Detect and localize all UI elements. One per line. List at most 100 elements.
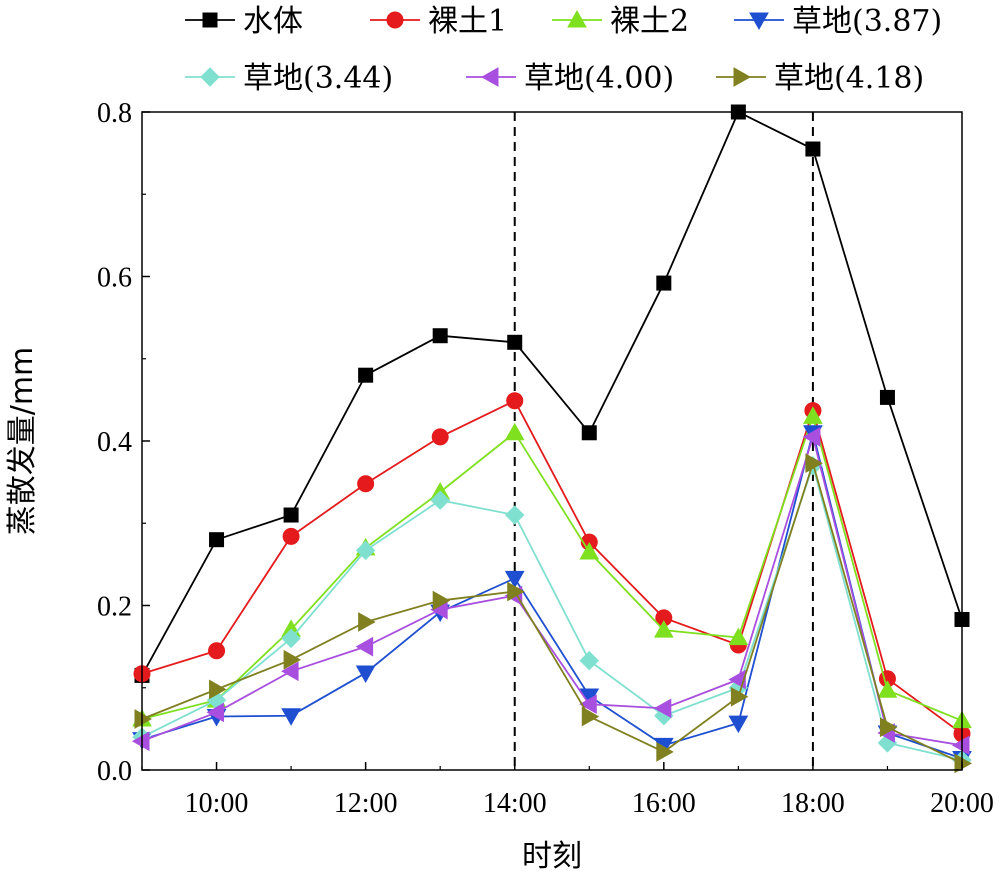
series-line xyxy=(141,110,963,676)
data-point xyxy=(431,428,449,446)
legend-item: 草地(4.00) xyxy=(466,61,674,96)
data-point xyxy=(206,702,225,723)
data-point xyxy=(208,642,226,660)
data-point xyxy=(656,742,674,762)
data-point xyxy=(653,620,674,638)
data-point xyxy=(209,532,225,548)
data-point xyxy=(507,581,525,602)
data-point xyxy=(579,694,597,715)
x-tick-label: 10:00 xyxy=(185,788,249,819)
legend-label: 草地(3.87) xyxy=(792,4,942,39)
data-point xyxy=(507,334,523,350)
data-point xyxy=(134,709,153,729)
data-point xyxy=(653,698,672,719)
series-4 xyxy=(132,455,972,770)
data-point xyxy=(131,731,150,752)
legend-label: 水体 xyxy=(243,4,303,39)
legend-item: 裸土2 xyxy=(552,4,689,39)
series-0 xyxy=(134,104,970,683)
data-point xyxy=(954,753,973,774)
data-point xyxy=(656,275,672,291)
y-axis: 0.0 0.2 0.4 0.6 0.8 xyxy=(97,98,150,787)
legend-label: 裸土1 xyxy=(428,4,507,39)
legend-label: 草地(3.44) xyxy=(243,61,393,96)
plot-frame xyxy=(141,111,963,771)
data-point xyxy=(728,627,749,646)
y-axis-title: 蒸散发量/mm xyxy=(5,347,40,536)
data-point xyxy=(877,680,898,698)
legend: 水体 裸土1 裸土2 草地(3.87) 草地(3.44) 草地(4.00) 草地(4.18) xyxy=(185,4,942,96)
data-point xyxy=(430,490,450,510)
data-point xyxy=(803,406,823,424)
series-6 xyxy=(134,453,973,774)
legend-item: 草地(4.18) xyxy=(716,61,924,96)
y-tick-label: 0.8 xyxy=(97,98,132,129)
legend-label: 裸土2 xyxy=(610,4,689,39)
data-point xyxy=(805,453,823,474)
data-point xyxy=(281,628,301,649)
data-point xyxy=(802,427,821,447)
data-point xyxy=(505,505,525,525)
x-tick-label: 16:00 xyxy=(632,788,696,819)
series-3 xyxy=(132,425,972,769)
data-point xyxy=(355,636,374,657)
data-point xyxy=(281,661,299,682)
legend-marker xyxy=(386,11,404,29)
data-point xyxy=(432,590,451,611)
x-tick-label: 20:00 xyxy=(930,788,994,819)
series-line xyxy=(141,433,963,747)
legend-marker xyxy=(202,12,218,28)
data-point xyxy=(879,717,898,738)
data-point xyxy=(506,392,524,410)
data-point xyxy=(728,669,746,690)
data-point xyxy=(358,367,374,383)
data-point xyxy=(355,540,376,561)
legend-label: 草地(4.00) xyxy=(524,61,674,96)
series-line xyxy=(141,460,963,765)
legend-marker xyxy=(567,9,587,28)
legend-item: 草地(3.44) xyxy=(185,61,393,96)
x-axis: 10:00 12:00 14:00 16:00 18:00 20:00 xyxy=(141,762,994,819)
data-point xyxy=(581,425,597,441)
data-point xyxy=(504,422,525,441)
data-point xyxy=(728,715,749,734)
legend-marker xyxy=(200,67,220,87)
data-point xyxy=(358,612,376,632)
data-point xyxy=(282,527,300,545)
data-point xyxy=(951,735,970,756)
data-point xyxy=(730,686,749,707)
data-point xyxy=(281,708,301,726)
y-tick-label: 0.0 xyxy=(97,756,132,787)
legend-label: 草地(4.18) xyxy=(774,61,924,96)
legend-item: 草地(3.87) xyxy=(734,4,942,39)
x-tick-label: 12:00 xyxy=(334,788,398,819)
series-line xyxy=(141,399,963,735)
x-tick-label: 18:00 xyxy=(781,788,845,819)
y-tick-label: 0.4 xyxy=(97,427,132,458)
series-layer xyxy=(131,104,973,774)
data-point xyxy=(579,542,600,560)
data-point xyxy=(504,570,525,589)
legend-item: 裸土1 xyxy=(370,4,507,39)
legend-marker xyxy=(480,67,499,87)
reference-lines xyxy=(513,112,814,770)
data-point xyxy=(879,389,895,405)
series-line xyxy=(141,413,963,722)
data-point xyxy=(581,706,600,727)
data-point xyxy=(805,141,821,157)
data-point xyxy=(355,665,376,683)
data-point xyxy=(283,507,299,523)
data-point xyxy=(579,650,599,671)
legend-marker xyxy=(749,12,769,31)
x-axis-title: 时刻 xyxy=(522,839,582,874)
data-point xyxy=(283,649,302,670)
x-tick-label: 14:00 xyxy=(483,788,547,819)
legend-marker xyxy=(733,67,752,87)
legend-item: 水体 xyxy=(185,4,303,39)
series-line xyxy=(141,462,963,762)
data-point xyxy=(209,679,227,700)
data-point xyxy=(432,328,448,344)
y-tick-label: 0.6 xyxy=(97,263,132,294)
series-5 xyxy=(131,427,970,756)
